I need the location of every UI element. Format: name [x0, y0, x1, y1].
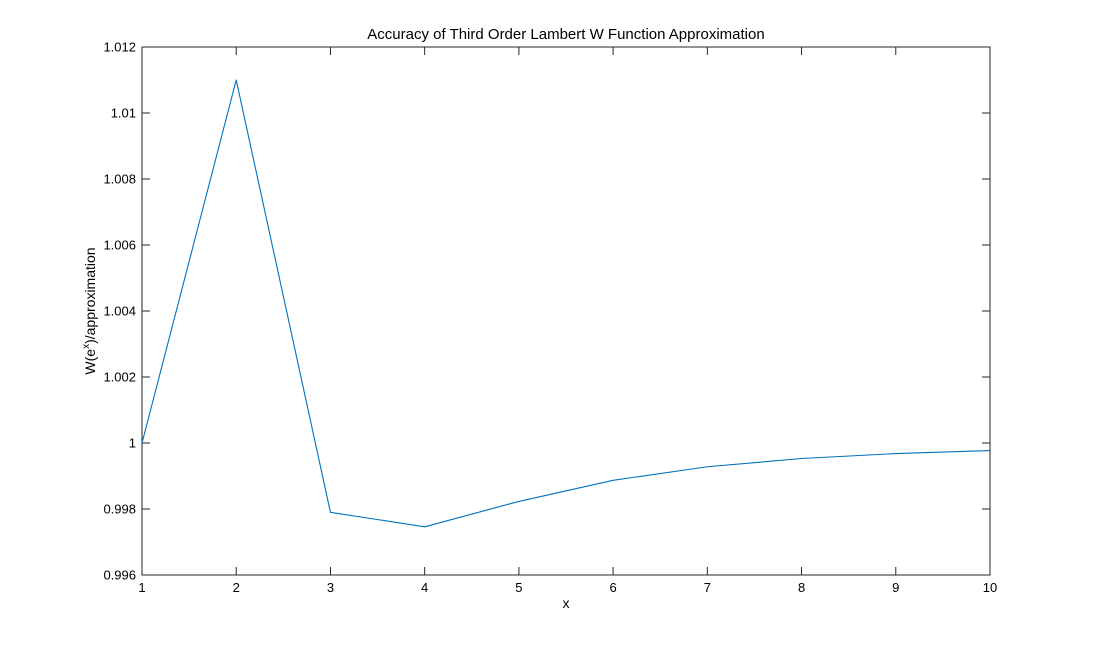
- plot-area: 1 2 3 4 5 6 7 8 9 10 0.996 0.998 1 1.002 1.004 1.006 1.0…: [103, 40, 997, 596]
- y-axis-title: W(ex)/approximation: [81, 247, 98, 374]
- y-tick-label: 1.008: [103, 172, 136, 187]
- y-axis-title-suffix: )/approximation: [82, 247, 98, 344]
- y-tick-label: 1.012: [103, 40, 136, 55]
- x-tick-label: 3: [327, 580, 334, 595]
- chart-title: Accuracy of Third Order Lambert W Functi…: [367, 26, 764, 43]
- x-axis-title: x: [563, 595, 570, 611]
- x-tick-label: 2: [233, 580, 240, 595]
- y-axis-title-superscript: x: [81, 344, 92, 349]
- y-tick-label: 1: [129, 436, 136, 451]
- x-tick-label: 7: [704, 580, 711, 595]
- y-axis-title-prefix: W(e: [82, 349, 98, 375]
- y-tick-label: 1.002: [103, 370, 136, 385]
- y-tick-label: 1.006: [103, 238, 136, 253]
- x-tick-label: 6: [609, 580, 616, 595]
- x-tick-label: 8: [798, 580, 805, 595]
- y-tick-label: 0.996: [103, 568, 136, 583]
- y-tick-label: 0.998: [103, 502, 136, 517]
- x-tick-label: 1: [138, 580, 145, 595]
- axes-box: [141, 46, 991, 576]
- y-tick-label: 1.01: [111, 106, 136, 121]
- x-tick-label: 4: [421, 580, 428, 595]
- series-line: [141, 79, 991, 528]
- x-tick-label: 10: [983, 580, 997, 595]
- y-tick-label: 1.004: [103, 304, 136, 319]
- x-tick-label: 5: [515, 580, 522, 595]
- x-tick-label: 9: [892, 580, 899, 595]
